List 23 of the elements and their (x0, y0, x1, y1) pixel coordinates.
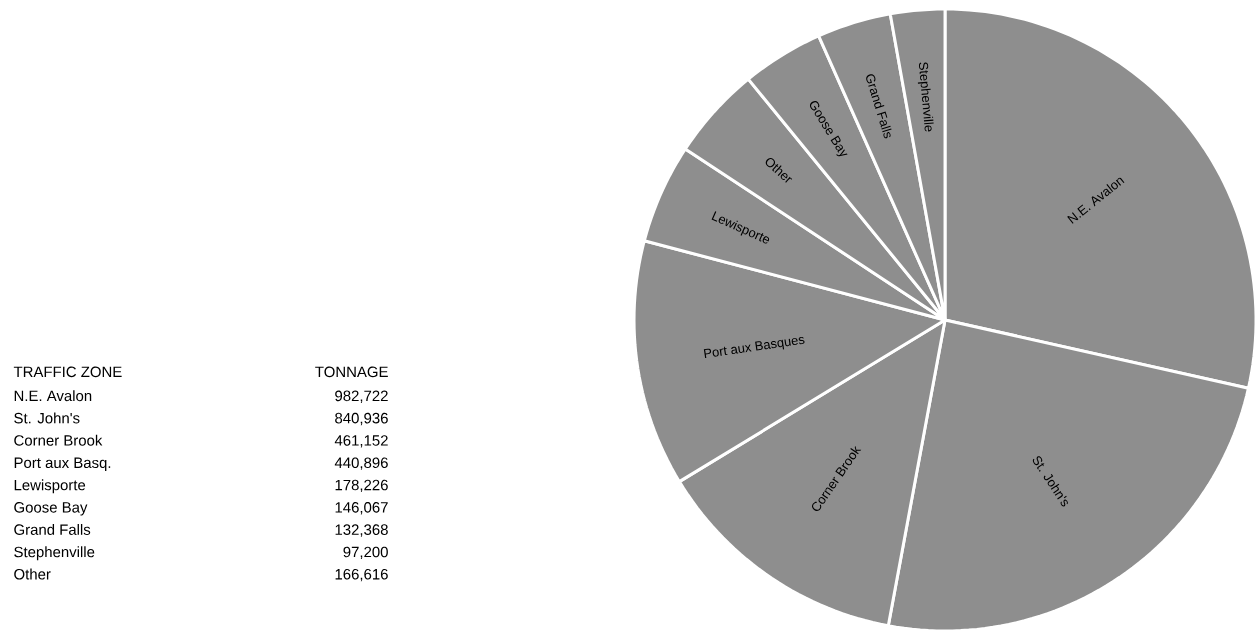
text: 982,722 (335, 390, 388, 403)
text: Other (14, 568, 51, 580)
text: Stephenville (14, 546, 95, 561)
slice-label: Stephenville (917, 62, 934, 132)
text: 146,067 (335, 502, 388, 515)
text: 132,368 (335, 524, 388, 537)
text: Corner Brook (14, 434, 103, 446)
slice-label: Port aux Basques (703, 337, 805, 359)
text: Goose Bay (14, 502, 88, 516)
text: N.E. Avalon (14, 390, 92, 402)
text: 840,936 (335, 412, 388, 426)
text: 97,200 (343, 546, 388, 559)
text: 440,896 (334, 457, 388, 470)
text: TONNAGE (315, 366, 388, 378)
text: TRAFFIC ZONE (13, 366, 122, 378)
text: Grand Falls (14, 523, 91, 535)
text: St. John's (14, 412, 80, 424)
text: 178,226 (335, 479, 388, 493)
text: 461,152 (334, 435, 388, 448)
slice-label: Grand Falls (866, 74, 892, 139)
text: Lewisporte (14, 479, 86, 494)
text: 166,616 (335, 568, 388, 582)
text: Port aux Basq. (14, 457, 111, 471)
